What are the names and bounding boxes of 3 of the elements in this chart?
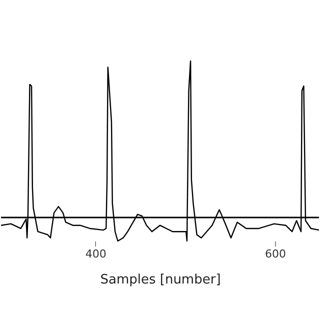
x-tick-label: 600 xyxy=(264,248,286,260)
x-axis-title: Samples [number] xyxy=(100,272,221,288)
x-tick-label: 400 xyxy=(85,248,106,260)
